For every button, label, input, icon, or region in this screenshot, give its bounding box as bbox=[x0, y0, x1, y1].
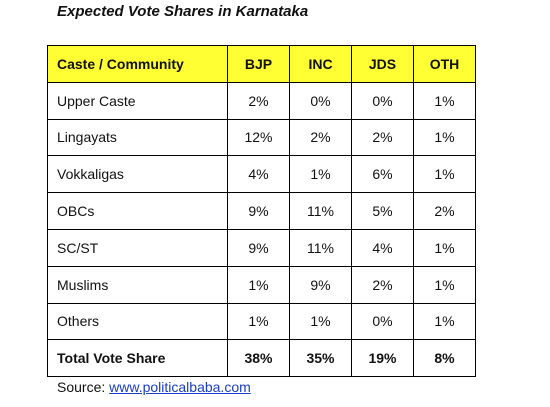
cell-bjp: 9% bbox=[227, 192, 290, 230]
cell-bjp: 1% bbox=[227, 302, 290, 341]
cell-oth: 1% bbox=[413, 118, 476, 157]
cell-inc: 11% bbox=[289, 228, 352, 267]
total-oth: 8% bbox=[413, 339, 476, 378]
cell-jds: 0% bbox=[351, 81, 414, 120]
cell-bjp: 1% bbox=[227, 265, 290, 304]
header-bjp: BJP bbox=[227, 45, 290, 83]
cell-bjp: 2% bbox=[227, 81, 290, 120]
cell-bjp: 9% bbox=[227, 228, 290, 267]
table-row: Upper Caste 2% 0% 0% 1% bbox=[47, 81, 476, 120]
cell-inc: 11% bbox=[289, 192, 352, 230]
source-label: Source: bbox=[57, 379, 106, 395]
cell-inc: 0% bbox=[289, 81, 352, 120]
total-inc: 35% bbox=[289, 339, 352, 378]
cell-oth: 1% bbox=[413, 81, 476, 120]
header-jds: JDS bbox=[351, 45, 414, 83]
document-title: Expected Vote Shares in Karnataka bbox=[57, 3, 309, 20]
cell-inc: 1% bbox=[289, 155, 352, 194]
table-row: SC/ST 9% 11% 4% 1% bbox=[47, 228, 476, 267]
cell-jds: 4% bbox=[351, 228, 414, 267]
table-row: Vokkaligas 4% 1% 6% 1% bbox=[47, 155, 476, 194]
row-label: Others bbox=[47, 302, 228, 341]
cell-jds: 0% bbox=[351, 302, 414, 341]
table-row: Others 1% 1% 0% 1% bbox=[47, 302, 476, 341]
header-oth: OTH bbox=[413, 45, 476, 83]
table-row: Muslims 1% 9% 2% 1% bbox=[47, 265, 476, 304]
cell-oth: 1% bbox=[413, 155, 476, 194]
table-header-row: Caste / Community BJP INC JDS OTH bbox=[47, 45, 476, 83]
cell-inc: 9% bbox=[289, 265, 352, 304]
cell-bjp: 4% bbox=[227, 155, 290, 194]
total-bjp: 38% bbox=[227, 339, 290, 378]
cell-bjp: 12% bbox=[227, 118, 290, 157]
cell-inc: 2% bbox=[289, 118, 352, 157]
row-label: Lingayats bbox=[47, 118, 228, 157]
source-link[interactable]: www.politicalbaba.com bbox=[109, 379, 251, 395]
cell-oth: 1% bbox=[413, 228, 476, 267]
row-label: Upper Caste bbox=[47, 81, 228, 120]
total-row: Total Vote Share 38% 35% 19% 8% bbox=[47, 339, 476, 378]
table-row: OBCs 9% 11% 5% 2% bbox=[47, 192, 476, 230]
cell-jds: 5% bbox=[351, 192, 414, 230]
header-inc: INC bbox=[289, 45, 352, 83]
row-label: SC/ST bbox=[47, 228, 228, 267]
cell-oth: 1% bbox=[413, 302, 476, 341]
cell-jds: 2% bbox=[351, 265, 414, 304]
cell-inc: 1% bbox=[289, 302, 352, 341]
cell-jds: 6% bbox=[351, 155, 414, 194]
row-label: Muslims bbox=[47, 265, 228, 304]
table-row: Lingayats 12% 2% 2% 1% bbox=[47, 118, 476, 157]
cell-oth: 2% bbox=[413, 192, 476, 230]
cell-jds: 2% bbox=[351, 118, 414, 157]
header-caste-community: Caste / Community bbox=[47, 45, 228, 83]
source-line: Source: www.politicalbaba.com bbox=[57, 379, 251, 395]
row-label: OBCs bbox=[47, 192, 228, 230]
vote-share-table: Caste / Community BJP INC JDS OTH Upper … bbox=[47, 45, 476, 378]
total-jds: 19% bbox=[351, 339, 414, 378]
total-label: Total Vote Share bbox=[47, 339, 228, 378]
cell-oth: 1% bbox=[413, 265, 476, 304]
row-label: Vokkaligas bbox=[47, 155, 228, 194]
